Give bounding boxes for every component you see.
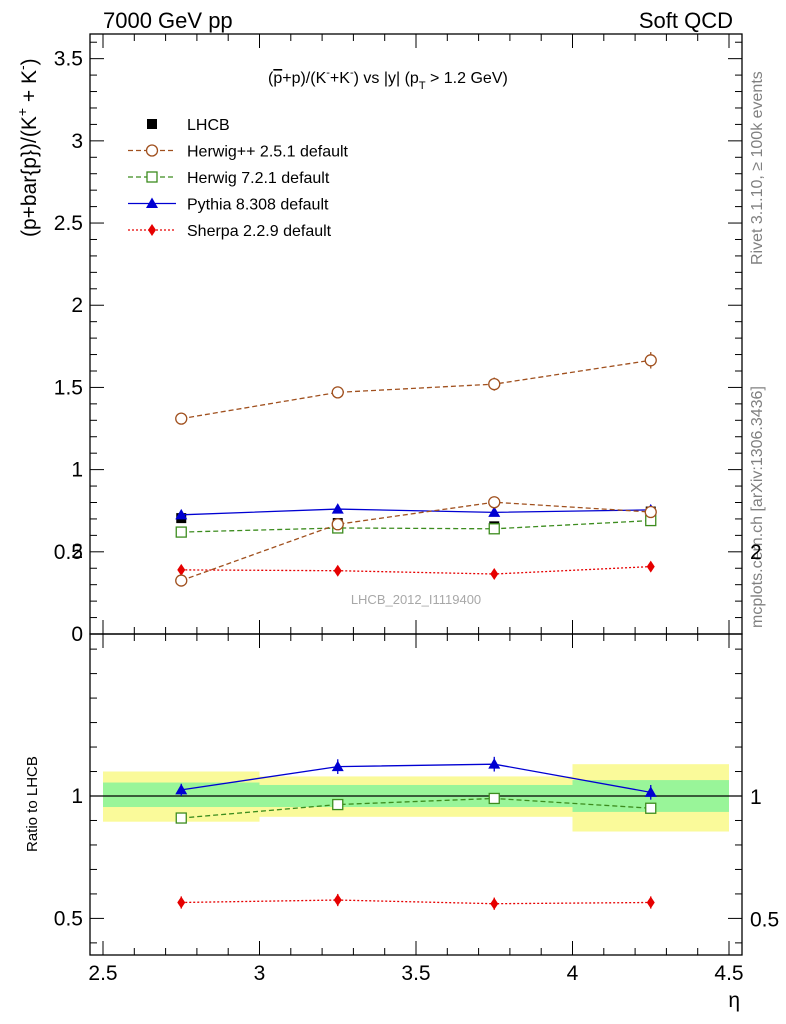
ratio-point-herwigpp (175, 574, 188, 587)
ratio-series-herwigpp (175, 496, 657, 587)
main-point-sherpa (490, 568, 499, 580)
main-series-herwig7 (175, 514, 657, 538)
main-point-herwigpp (331, 386, 344, 399)
main-ytick-label: 2.5 (54, 212, 83, 235)
xtick-label: 4.5 (714, 962, 743, 985)
ratio-point-herwig7 (175, 812, 187, 824)
main-series-pythia (175, 503, 657, 520)
main-ylabel: (p+bar{p})/(K+ + K-) (14, 58, 41, 237)
ratio-point-sherpa (177, 896, 186, 909)
ratio-ytick-label-right: 2 (750, 541, 762, 564)
main-ytick-label: 3.5 (54, 48, 83, 71)
plot-title: (p+p)/(K-+K-) vs |y| (pT > 1.2 GeV) (268, 67, 508, 92)
legend-label-pythia: Pythia 8.308 default (187, 197, 329, 214)
legend-label-sherpa: Sherpa 2.2.9 default (187, 223, 332, 240)
ratio-series-herwig7 (175, 792, 657, 824)
ratio-plot-frame (89, 633, 743, 956)
ratio-line-pythia (181, 763, 651, 793)
ratio-point-sherpa (490, 897, 499, 910)
legend: LHCB Herwig++ 2.5.1 default Herwig 7.2.1 d… (128, 117, 349, 240)
legend-marker-data (147, 119, 157, 129)
ratio-point-sherpa (646, 896, 655, 909)
main-point-pythia (175, 508, 188, 520)
main-ytick-label: 1 (71, 459, 83, 482)
ratio-point-herwigpp (331, 518, 344, 531)
ratio-point-herwig7 (488, 792, 500, 805)
header-left: 7000 GeV pp (103, 8, 233, 33)
ratio-ytick-label-right: 1 (750, 786, 762, 809)
main-line-pythia (181, 508, 651, 516)
ratio-ylabel: Ratio to LHCB (24, 756, 41, 852)
main-point-sherpa (333, 564, 342, 577)
ratio-line-herwigpp (181, 501, 651, 582)
main-point-pythia (488, 506, 501, 517)
ratio-point-sherpa (333, 894, 342, 907)
legend-marker-herwig7 (146, 171, 158, 183)
main-point-herwig7 (175, 526, 187, 538)
header-right: Soft QCD (639, 8, 733, 33)
main-ytick-label: 2 (71, 294, 83, 317)
ratio-point-pythia (644, 786, 657, 797)
rivet-label: Rivet 3.1.10, ≥ 100k events (749, 71, 766, 265)
main-series-sherpa (177, 560, 655, 580)
ratio-line-sherpa (181, 899, 651, 905)
mcplots-label: mcplots.cern.ch [arXiv:1306.3436] (749, 386, 766, 628)
ratio-point-pythia (488, 758, 501, 769)
xtick-label: 2.5 (88, 962, 117, 985)
analysis-watermark: LHCB_2012_I1119400 (351, 592, 481, 607)
ratio-point-herwigpp (488, 496, 501, 509)
main-ytick-label: 0.5 (54, 541, 83, 564)
main-point-sherpa (177, 563, 186, 576)
main-ytick-label: 3 (71, 130, 83, 153)
legend-label-herwigpp: Herwig++ 2.5.1 default (187, 144, 349, 161)
ratio-point-herwig7 (645, 802, 657, 814)
main-ytick-label: 0 (71, 623, 83, 646)
main-point-herwigpp (644, 354, 657, 367)
ratio-ytick-label: 2 (71, 540, 83, 563)
main-line-herwigpp (181, 359, 651, 420)
plot-frames (89, 33, 743, 956)
legend-label-data: LHCB (187, 117, 230, 134)
xtick-label: 3 (254, 962, 266, 985)
main-point-herwigpp (488, 377, 501, 391)
ratio-point-herwigpp (644, 505, 657, 519)
ratio-ytick-label-right: 0.5 (750, 908, 779, 931)
ratio-point-herwig7 (332, 798, 344, 811)
data-series (175, 352, 657, 910)
legend-marker-pythia (146, 197, 158, 208)
main-line-sherpa (181, 565, 651, 575)
ratio-series-pythia (175, 756, 657, 800)
main-series-herwigpp (175, 352, 657, 425)
ratio-bands (90, 764, 742, 832)
main-point-herwig7 (488, 523, 500, 535)
xtick-label: 3.5 (401, 962, 430, 985)
main-point-sherpa (646, 560, 655, 573)
ratio-series-sherpa (177, 893, 655, 910)
ratio-point-pythia (331, 760, 344, 772)
ratio-line-herwig7 (181, 797, 651, 819)
legend-marker-sherpa (148, 224, 156, 236)
main-line-herwig7 (181, 519, 651, 533)
legend-marker-herwigpp (145, 144, 159, 157)
xaxis-title: η (728, 989, 740, 1012)
main-point-pythia (331, 503, 344, 514)
legend-label-herwig7: Herwig 7.2.1 default (187, 170, 330, 187)
main-ytick-label: 1.5 (54, 376, 83, 399)
ratio-ytick-label: 1 (71, 785, 83, 808)
xtick-label: 4 (567, 962, 579, 985)
ratio-point-pythia (175, 783, 188, 795)
ratio-ytick-label: 0.5 (54, 907, 83, 930)
main-point-herwigpp (175, 412, 188, 425)
